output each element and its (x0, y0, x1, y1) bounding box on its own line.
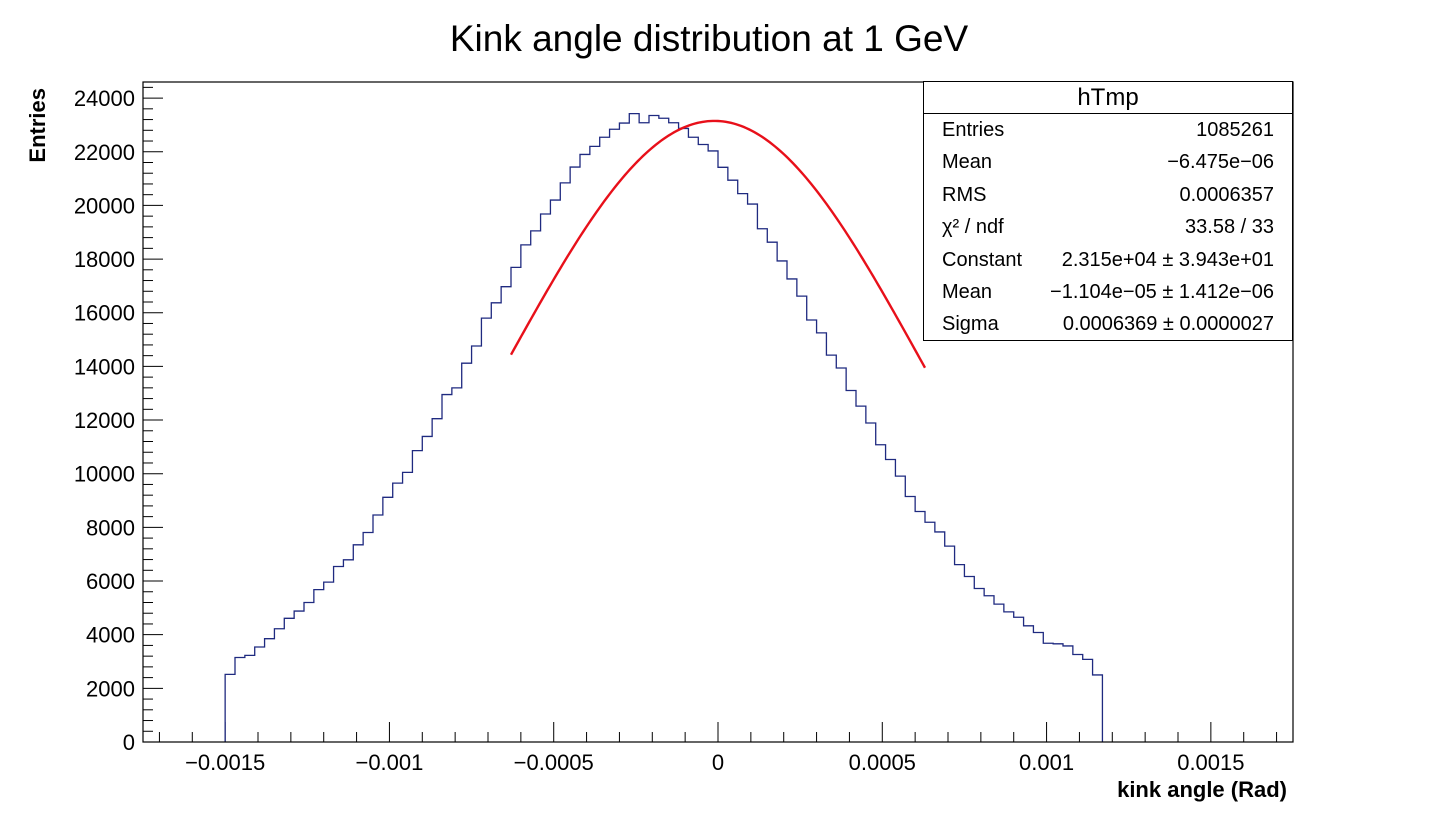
y-tick-label: 2000 (86, 676, 135, 701)
stats-key: Entries (942, 119, 1005, 141)
x-tick-label: −0.001 (355, 750, 423, 775)
stats-row-chi2: χ² / ndf 33.58 / 33 (924, 211, 1292, 243)
stats-key: Mean (942, 151, 993, 174)
y-tick-label: 12000 (74, 408, 135, 433)
stats-row-sigma: Sigma 0.0006369 ± 0.0000027 (924, 308, 1292, 340)
plot-frame (142, 81, 1294, 743)
histogram-series (224, 113, 1104, 742)
y-tick-label: 6000 (86, 569, 135, 594)
stats-box: hTmp Entries 1085261 Mean −6.475e−06 RMS… (923, 81, 1293, 341)
y-tick-label: 24000 (74, 86, 135, 111)
y-tick-label: 4000 (86, 623, 135, 648)
stats-key: RMS (942, 183, 987, 206)
y-tick-label: 22000 (74, 140, 135, 165)
stats-row-fit-mean: Mean −1.104e−05 ± 1.412e−06 (924, 276, 1292, 308)
stats-key: Sigma (942, 313, 999, 336)
y-tick-label: 8000 (86, 515, 135, 540)
stats-value: −1.104e−05 ± 1.412e−06 (1050, 280, 1274, 303)
x-axis-title: kink angle (Rad) (1117, 777, 1287, 802)
stats-value: −6.475e−06 (1167, 151, 1274, 174)
gaussian-fit-curve (509, 119, 927, 369)
stats-row-rms: RMS 0.0006357 (924, 179, 1292, 211)
stats-value: 0.0006369 ± 0.0000027 (1062, 313, 1274, 336)
y-tick-label: 14000 (74, 354, 135, 379)
stats-key: Constant (942, 248, 1023, 271)
y-tick-label: 18000 (74, 247, 135, 272)
stats-value: 0.0006357 (1179, 183, 1274, 206)
y-tick-label: 0 (123, 730, 135, 755)
stats-value: 1085261 (1196, 119, 1274, 141)
x-tick-label: −0.0015 (185, 750, 265, 775)
x-tick-label: 0 (712, 750, 724, 775)
x-tick-label: −0.0005 (514, 750, 594, 775)
tick-labels: −0.0015 −0.001 −0.0005 0 0.0005 0.001 0.0015 0 2… (74, 86, 1245, 775)
y-axis-title: Entries (25, 88, 50, 163)
stats-row-mean: Mean −6.475e−06 (924, 146, 1292, 178)
stats-row-constant: Constant 2.315e+04 ± 3.943e+01 (924, 244, 1292, 276)
stats-key: χ² / ndf (942, 216, 1004, 239)
stats-key: Mean (942, 280, 993, 303)
y-tick-label: 20000 (74, 193, 135, 218)
chart-title: Kink angle distribution at 1 GeV (449, 18, 969, 59)
x-tick-label: 0.0015 (1177, 750, 1244, 775)
x-tick-label: 0.001 (1019, 750, 1074, 775)
y-tick-label: 10000 (74, 462, 135, 487)
stats-box-title: hTmp (924, 82, 1292, 114)
x-tick-label: 0.0005 (849, 750, 916, 775)
y-tick-label: 16000 (74, 301, 135, 326)
stats-value: 2.315e+04 ± 3.943e+01 (1061, 248, 1274, 271)
stats-value: 33.58 / 33 (1185, 216, 1274, 239)
stats-row-entries: Entries 1085261 (924, 114, 1292, 146)
